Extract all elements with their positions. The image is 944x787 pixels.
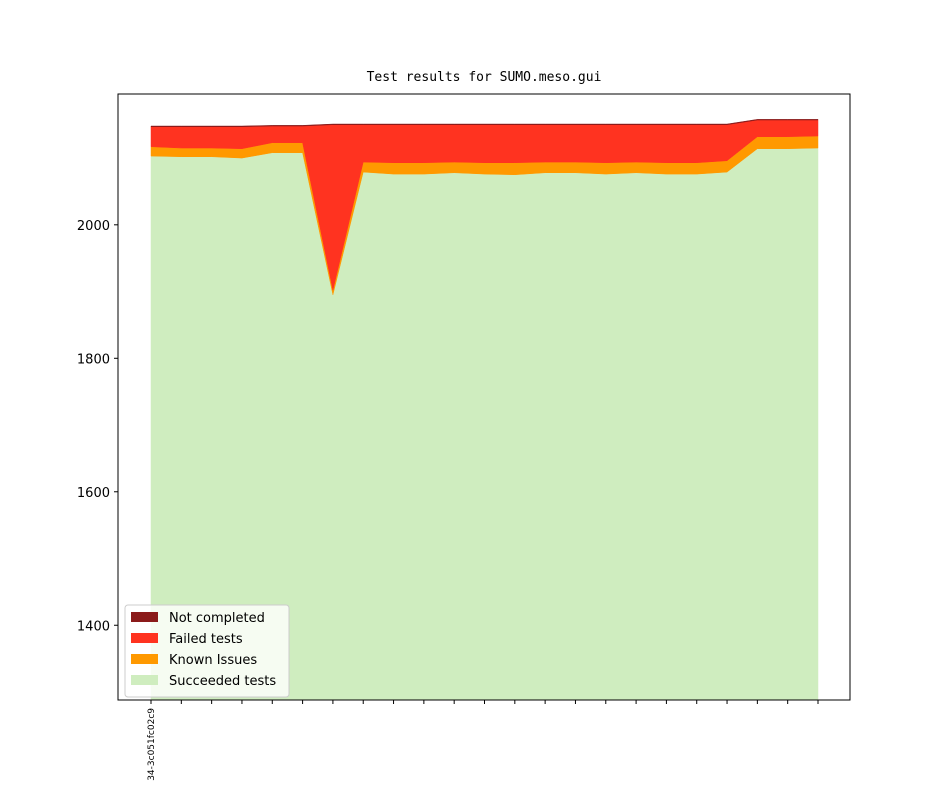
legend-label: Not completed	[169, 611, 265, 626]
legend-label: Failed tests	[169, 632, 243, 647]
y-tick-label: 2000	[77, 219, 110, 234]
legend-box	[124, 604, 290, 698]
legend-swatch	[131, 654, 158, 664]
plot-area	[150, 119, 819, 700]
legend-swatch	[131, 675, 158, 685]
legend-swatch	[131, 633, 158, 643]
x-tick-label: 34-3c051fc02c9	[147, 708, 157, 781]
chart-title: Test results for SUMO.meso.gui	[367, 70, 602, 85]
area	[150, 119, 819, 127]
y-tick-label: 1600	[77, 486, 110, 501]
legend-label: Succeeded tests	[169, 674, 276, 689]
y-tick-label: 1800	[77, 352, 110, 367]
y-tick-label: 1400	[77, 619, 110, 634]
legend-swatch	[131, 612, 158, 622]
legend-label: Known Issues	[169, 653, 257, 668]
